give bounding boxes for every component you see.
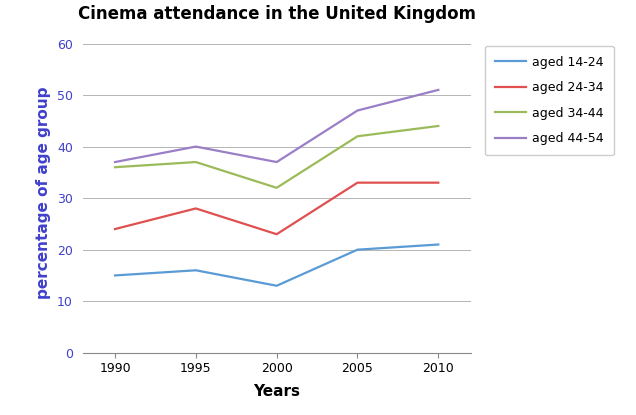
Line: aged 44-54: aged 44-54 — [115, 90, 438, 162]
aged 34-44 — [354, 134, 361, 139]
aged 14-24 — [273, 283, 280, 288]
aged 24-34 — [192, 206, 200, 211]
aged 34-44 — [192, 159, 200, 164]
aged 14-24 — [111, 273, 119, 278]
Title: Cinema attendance in the United Kingdom: Cinema attendance in the United Kingdom — [78, 5, 476, 23]
aged 24-34 — [354, 180, 361, 185]
aged 24-34 — [434, 180, 442, 185]
aged 14-24 — [434, 242, 442, 247]
X-axis label: Years: Years — [253, 384, 300, 399]
aged 44-54 — [354, 108, 361, 113]
Legend: aged 14-24, aged 24-34, aged 34-44, aged 44-54: aged 14-24, aged 24-34, aged 34-44, aged… — [485, 46, 614, 155]
Line: aged 14-24: aged 14-24 — [115, 244, 438, 286]
Line: aged 24-34: aged 24-34 — [115, 183, 438, 234]
aged 24-34 — [111, 227, 119, 232]
aged 34-44 — [111, 165, 119, 170]
aged 44-54 — [111, 159, 119, 164]
aged 34-44 — [273, 186, 280, 190]
aged 44-54 — [434, 88, 442, 93]
aged 24-34 — [273, 232, 280, 237]
Y-axis label: percentage of age group: percentage of age group — [36, 87, 52, 299]
aged 34-44 — [434, 124, 442, 129]
aged 14-24 — [354, 247, 361, 252]
aged 14-24 — [192, 268, 200, 273]
Line: aged 34-44: aged 34-44 — [115, 126, 438, 188]
aged 44-54 — [273, 159, 280, 164]
aged 44-54 — [192, 144, 200, 149]
